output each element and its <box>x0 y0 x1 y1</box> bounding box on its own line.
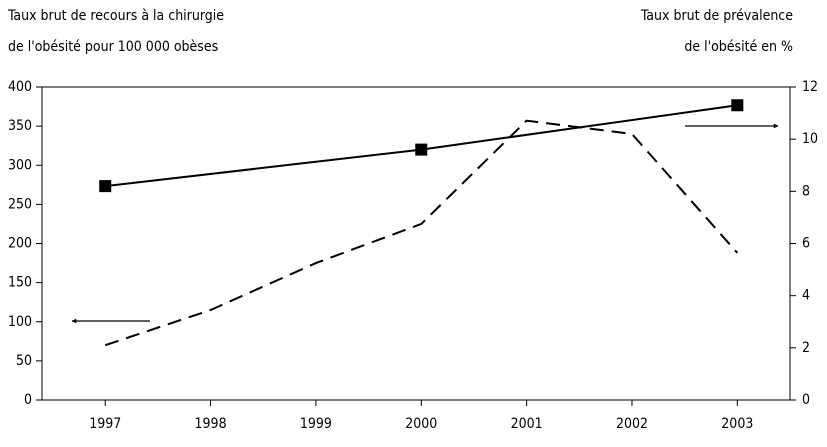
y-tick-label: 300 <box>8 157 32 173</box>
plot-frame <box>41 86 791 401</box>
marker <box>99 180 112 193</box>
y2-tick-label: 12 <box>802 79 818 95</box>
y2-tick-label: 2 <box>802 340 810 356</box>
x-tick-label: 2002 <box>616 416 648 432</box>
marker <box>731 99 744 112</box>
y2-tick-label: 0 <box>802 392 810 408</box>
y-tick-label: 50 <box>16 353 32 369</box>
y2-axis-label: de l'obésité en % <box>684 39 793 55</box>
y-tick-label: 100 <box>8 314 32 330</box>
y2-tick-label: 10 <box>802 131 818 147</box>
y-tick-label: 250 <box>8 196 32 212</box>
x-tick-label: 2000 <box>405 416 437 432</box>
y2-tick-label: 4 <box>802 288 810 304</box>
y-axis-label: Taux brut de recours à la chirurgie <box>7 8 224 24</box>
y-tick-label: 200 <box>8 236 32 252</box>
y2-tick-label: 8 <box>802 183 810 199</box>
series-line <box>104 119 739 347</box>
y-axis-label: de l'obésité pour 100 000 obèses <box>8 39 218 55</box>
x-tick-label: 1998 <box>195 416 227 432</box>
y-tick-label: 0 <box>24 392 32 408</box>
x-tick-label: 2003 <box>721 416 753 432</box>
y-tick-label: 400 <box>8 79 32 95</box>
y2-axis-label: Taux brut de prévalence <box>640 8 793 24</box>
x-tick-label: 2001 <box>511 416 543 432</box>
y-tick-label: 350 <box>8 118 32 134</box>
y2-tick-label: 6 <box>802 236 810 252</box>
x-tick-label: 1999 <box>300 416 332 432</box>
marker <box>415 143 428 156</box>
x-tick-label: 1997 <box>89 416 121 432</box>
y-tick-label: 150 <box>8 275 32 291</box>
